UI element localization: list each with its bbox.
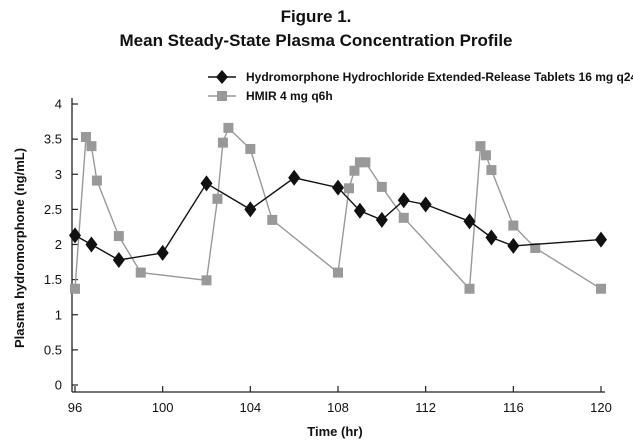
series-line-hmir [74,126,602,291]
y-tick-label: 3.5 [44,132,62,147]
data-point-hmir [486,165,497,176]
y-tick-label: 4 [55,97,62,112]
y-tick-label: 1.5 [44,272,62,287]
data-point-hmir [267,214,278,225]
data-point-er-tablets [595,231,607,248]
y-ticks: 0 0.5 1 1.5 2 2.5 3 3.5 4 [44,97,78,393]
y-tick-label: 0.5 [44,342,62,357]
data-point-hmir [480,150,491,161]
data-point-hmir [398,212,409,223]
legend-label-hmir: HMIR 4 mg q6h [246,89,333,103]
data-point-hmir [91,175,102,186]
legend-label-er-tablets: Hydromorphone Hydrochloride Extended-Rel… [246,70,633,84]
x-tick-label: 108 [327,400,349,415]
data-point-hmir [201,275,212,286]
x-tick-label: 116 [503,400,524,415]
series-line-er-tablets [74,177,602,261]
data-point-er-tablets [112,251,125,268]
x-tick-label: 104 [239,400,261,415]
data-point-hmir [508,220,519,231]
y-axis-label: Plasma hydromorphone (ng/mL) [12,148,27,348]
chart-subtitle: Mean Steady-State Plasma Concentration P… [120,31,513,50]
data-point-er-tablets [69,227,81,244]
data-point-hmir [113,231,124,242]
data-point-er-tablets [507,237,520,254]
x-axis-label: Time (hr) [307,424,362,439]
x-tick-label: 120 [590,400,612,415]
data-point-er-tablets [200,175,213,192]
data-point-hmir [135,267,146,278]
series-layer [69,122,607,294]
data-point-er-tablets [463,213,476,230]
data-point-er-tablets [485,229,498,246]
x-tick-label: 96 [68,400,82,415]
data-point-er-tablets [244,201,257,218]
data-point-hmir [464,283,475,294]
data-point-er-tablets [397,192,410,209]
x-tick-label: 100 [152,400,174,415]
x-tick-label: 112 [415,400,436,415]
data-point-hmir [223,122,234,133]
y-tick-label: 3 [55,167,62,182]
x-ticks: 96 100 104 108 112 116 120 [68,386,612,415]
legend-square-marker [217,91,227,101]
legend: Hydromorphone Hydrochloride Extended-Rel… [208,70,633,103]
data-point-hmir [360,157,371,168]
data-point-hmir [596,283,606,294]
data-point-hmir [343,183,354,194]
data-point-hmir [217,137,228,148]
data-point-hmir [86,141,97,152]
data-point-er-tablets [419,196,432,213]
data-point-er-tablets [375,211,388,228]
data-point-hmir [475,141,486,152]
data-point-hmir [530,243,541,254]
data-point-er-tablets [288,169,301,186]
data-point-hmir [212,193,223,204]
legend-diamond-marker [216,70,228,84]
y-tick-label: 2.5 [44,202,62,217]
data-point-hmir [245,143,256,154]
data-point-hmir [376,181,387,192]
data-point-er-tablets [156,244,169,261]
data-point-hmir [70,283,80,294]
data-point-hmir [349,165,360,176]
data-point-er-tablets [85,236,98,253]
y-tick-label: 2 [55,237,62,252]
data-point-er-tablets [353,202,366,219]
y-tick-label: 0 [55,378,62,393]
y-tick-label: 1 [55,307,62,322]
data-point-hmir [333,267,343,278]
data-point-hmir [354,157,365,168]
data-point-hmir [80,132,91,143]
data-point-er-tablets [332,179,344,196]
chart-title: Figure 1. [281,7,352,26]
